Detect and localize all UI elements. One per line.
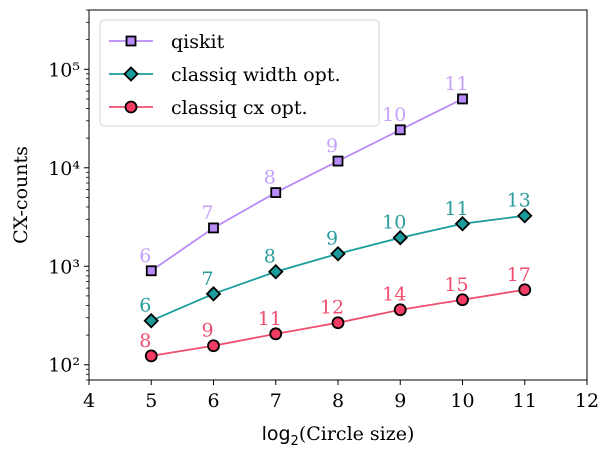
series-1: 6 7 8 9 10 11 13 [139,190,533,329]
data-point [144,349,158,363]
x-tick-label: 11 [513,390,537,412]
data-label: 9 [326,135,338,157]
data-point [332,155,344,167]
data-point [456,293,469,307]
series-line [150,98,463,272]
data-label: 8 [264,167,276,189]
axes: 4 5 6 7 8 9 10 11 12 10² 10³ 10⁴ 10⁵ [48,9,599,412]
x-tick-label: 12 [575,390,599,412]
y-tick-label: 10² [48,355,80,377]
y-tick-label: 10⁴ [48,158,80,180]
legend-box [99,19,380,127]
data-label: 12 [320,297,344,319]
data-point [205,286,222,302]
data-label: 9 [326,228,338,250]
y-axis-label: CX-counts [10,146,32,244]
data-point [394,124,406,136]
data-point [143,312,160,329]
y-tick-label: 10³ [48,256,80,278]
data-label: 10 [382,104,406,126]
data-label: 8 [139,330,151,352]
data-label: 15 [444,274,468,296]
data-point [516,207,533,224]
legend-label: classiq cx opt. [171,97,308,119]
data-point [145,265,157,277]
data-point [454,216,471,232]
data-point [208,222,219,234]
data-label: 17 [507,264,531,286]
data-label: 7 [201,268,213,290]
data-point [330,245,346,262]
data-point [457,93,468,105]
data-point [393,303,407,317]
x-tick-label: 9 [394,390,406,412]
legend: qiskit classiq width opt. classiq cx opt. [99,19,380,127]
legend-marker [124,100,138,114]
x-tick-label: 7 [270,390,282,412]
legend-label: classiq width opt. [171,64,341,86]
data-label: 9 [201,320,213,342]
data-label: 11 [444,73,468,95]
series-0: 6 7 8 9 10 11 [139,73,469,277]
y-tick-label: 10⁵ [48,59,80,81]
data-label: 11 [444,198,468,220]
data-label: 6 [139,295,151,317]
data-label: 13 [507,190,531,212]
x-axis-label: log2(Circle size) [262,423,415,449]
data-point [207,339,220,353]
data-label: 8 [264,246,276,268]
data-point [267,263,284,280]
data-label: 7 [201,202,213,224]
data-label: 6 [139,245,151,267]
legend-label: qiskit [171,31,225,53]
data-point [269,327,283,341]
data-label: 11 [258,308,282,330]
series-2: 8 9 11 12 14 15 17 [139,264,532,363]
x-tick-label: 5 [145,390,157,412]
legend-marker [125,35,137,47]
x-tick-label: 4 [83,390,95,412]
data-point [331,316,345,330]
x-tick-label: 10 [450,390,474,412]
x-tick-label: 8 [332,390,344,412]
data-label: 10 [382,212,406,234]
x-tick-label: 6 [207,390,219,412]
data-point [518,283,532,297]
data-point [392,229,409,246]
data-point [270,187,282,198]
legend-marker [123,66,139,82]
data-label: 14 [382,284,406,306]
plot-marks: 6 7 8 9 10 11 6 7 8 9 10 11 13 8 9 11 12 14 15 17 [139,73,533,363]
